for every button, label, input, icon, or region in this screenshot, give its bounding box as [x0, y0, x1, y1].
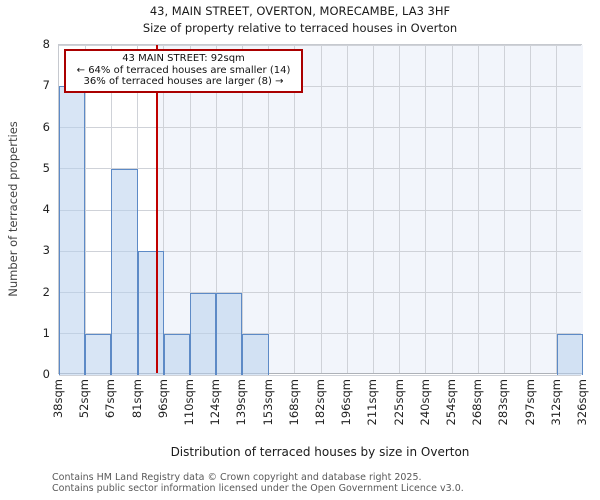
x-tick-label: 52sqm [77, 379, 92, 419]
gridline [320, 45, 322, 373]
gridline [137, 45, 139, 373]
histogram-bar [242, 333, 269, 375]
gridline [59, 374, 581, 376]
annotation-line-1: 43 MAIN STREET: 92sqm [122, 53, 245, 64]
gridline [59, 85, 581, 87]
gridline [346, 45, 348, 373]
x-tick-label: 240sqm [417, 379, 432, 426]
x-tick-label: 96sqm [155, 379, 170, 419]
gridline [59, 168, 581, 170]
y-tick-label: 0 [42, 367, 50, 381]
histogram-bar [190, 292, 217, 375]
chart-subtitle: Size of property relative to terraced ho… [142, 21, 458, 35]
gridline [399, 45, 401, 373]
histogram-bar [85, 333, 112, 375]
gridline [530, 45, 532, 373]
y-tick-label: 8 [42, 37, 50, 51]
gridline [268, 45, 270, 373]
x-tick-label: 297sqm [522, 379, 537, 426]
gridline [59, 250, 581, 252]
gridline [372, 45, 374, 373]
x-tick-label: 211sqm [365, 379, 380, 426]
gridline [425, 45, 427, 373]
x-tick-label: 124sqm [208, 379, 223, 426]
gridline [189, 45, 191, 373]
histogram-bar [556, 333, 583, 375]
x-tick-label: 283sqm [496, 379, 511, 426]
y-tick-label: 3 [42, 243, 50, 258]
x-tick-label: 182sqm [313, 379, 327, 426]
gridline [451, 45, 453, 373]
annotation-line-3: 36% of terraced houses are larger (8) → [83, 76, 284, 87]
gridline [294, 45, 296, 373]
plot-area [58, 44, 583, 376]
y-tick-label: 7 [42, 78, 50, 93]
gridline [59, 44, 581, 46]
x-tick-label: 168sqm [286, 379, 301, 426]
y-tick-label: 4 [42, 202, 50, 216]
gridline [84, 45, 86, 373]
gridline [503, 45, 505, 373]
y-tick-label: 2 [42, 284, 50, 299]
gridline [163, 45, 165, 373]
x-tick-label: 326sqm [575, 379, 589, 426]
x-tick-label: 139sqm [234, 379, 249, 426]
gridline [59, 209, 581, 211]
histogram-bar [59, 86, 86, 375]
x-tick-label: 268sqm [470, 379, 485, 426]
x-tick-label: 196sqm [339, 379, 354, 426]
gridline [59, 127, 581, 128]
y-tick-label: 1 [42, 325, 50, 340]
footer-line-2: Contains public sector information licen… [52, 483, 464, 494]
property-size-marker-line [156, 45, 159, 373]
x-tick-label: 312sqm [548, 379, 563, 426]
histogram-bar [111, 168, 138, 375]
gridline [59, 292, 581, 293]
histogram-bar [163, 333, 190, 375]
gridline [59, 333, 581, 335]
x-tick-label: 38sqm [51, 379, 65, 419]
annotation-line-2: ← 64% of terraced houses are smaller (14… [76, 64, 291, 76]
gridline [215, 45, 217, 373]
x-tick-label: 81sqm [129, 379, 144, 419]
y-tick-label: 6 [42, 119, 50, 134]
y-tick-label: 5 [42, 160, 50, 175]
gridline [477, 45, 479, 373]
x-axis-label: Distribution of terraced houses by size … [170, 445, 470, 459]
histogram-bar [137, 251, 164, 375]
histogram-bar [216, 292, 243, 375]
x-tick-label: 225sqm [391, 379, 406, 426]
x-tick-label: 153sqm [260, 379, 275, 426]
x-tick-label: 110sqm [182, 379, 196, 426]
gridline [241, 45, 243, 373]
x-tick-label: 67sqm [103, 379, 118, 419]
x-tick-label: 254sqm [444, 379, 458, 426]
property-annotation-box: 43 MAIN STREET: 92sqm ← 64% of terraced … [64, 49, 303, 93]
chart-title: 43, MAIN STREET, OVERTON, MORECAMBE, LA3… [149, 4, 451, 18]
gridline [556, 45, 558, 373]
footer-line-1: Contains HM Land Registry data © Crown c… [52, 472, 422, 483]
